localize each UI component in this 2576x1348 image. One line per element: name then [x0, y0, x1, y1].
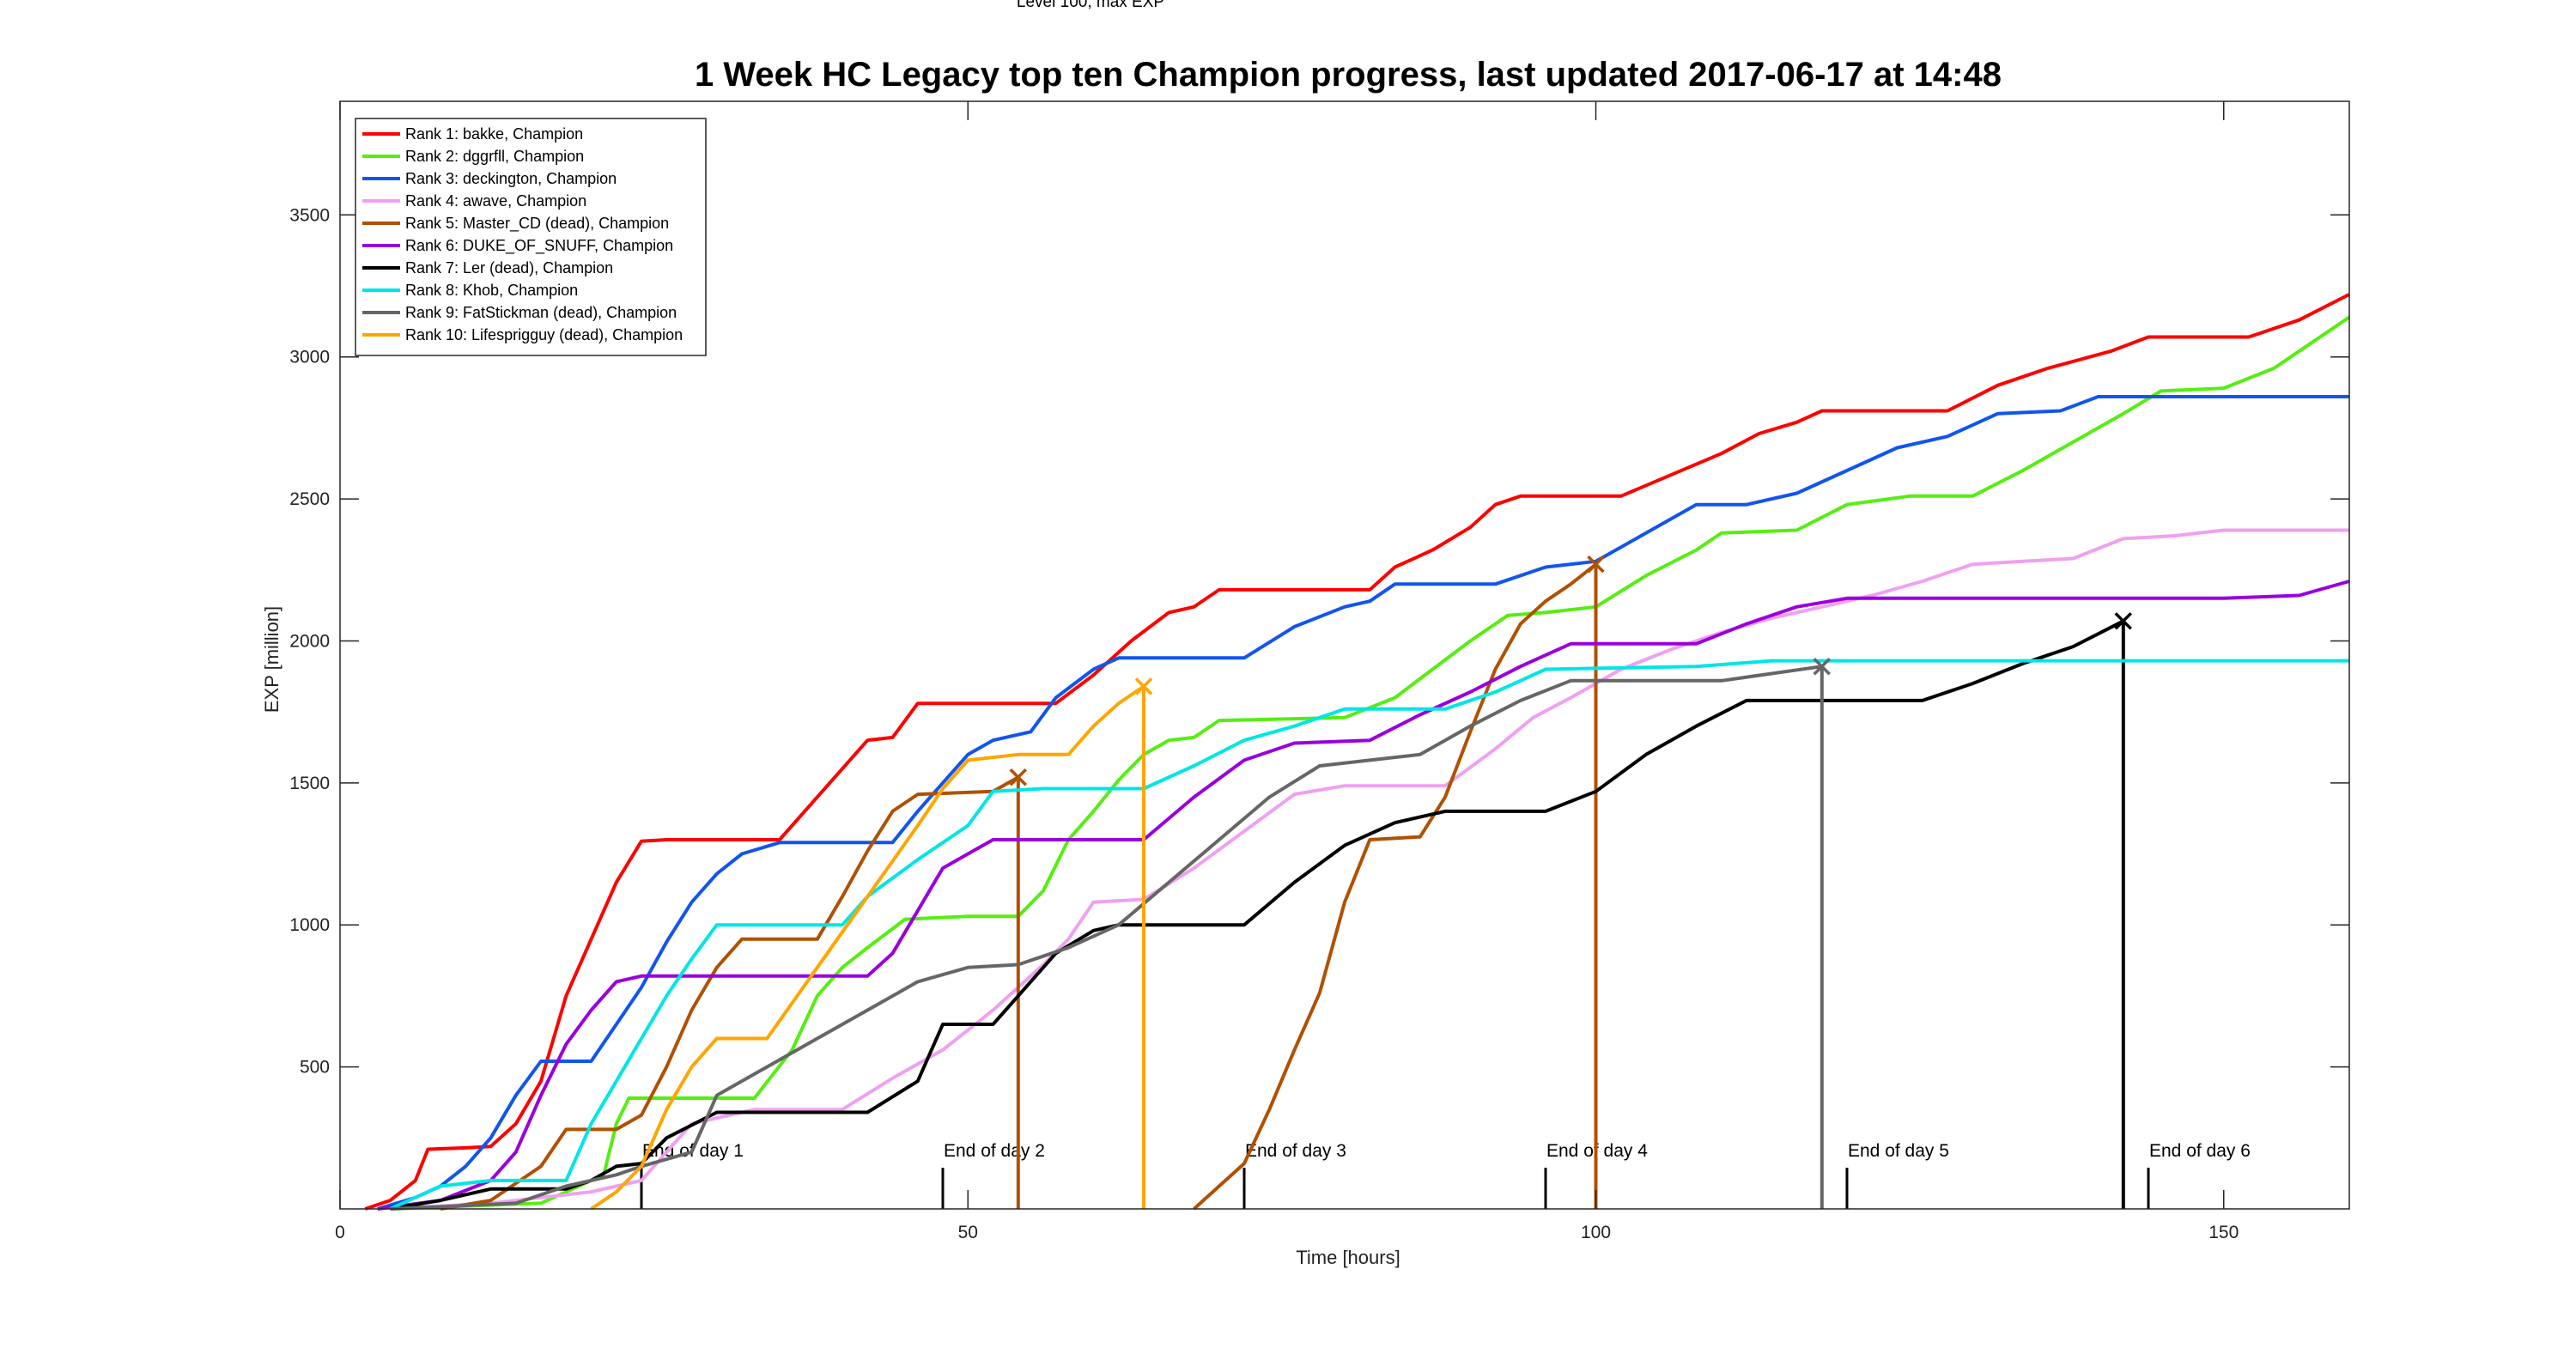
- legend-entry: Rank 7: Ler (dead), Champion: [362, 259, 613, 276]
- legend-entry: Rank 4: awave, Champion: [362, 192, 586, 209]
- legend-entry: Rank 2: dggrfll, Champion: [362, 148, 584, 165]
- y-tick-label: 2000: [289, 631, 330, 651]
- death-marker: [2114, 612, 2132, 630]
- legend-entry: Rank 6: DUKE_OF_SNUFF, Champion: [362, 237, 673, 255]
- chart-title: 1 Week HC Legacy top ten Champion progre…: [695, 56, 2002, 94]
- legend-entry: Rank 5: Master_CD (dead), Champion: [362, 215, 669, 233]
- series-line-9: [390, 665, 1824, 1211]
- y-tick-label: 2500: [289, 489, 330, 509]
- series-line-5: [440, 562, 1598, 1211]
- legend-label: Rank 7: Ler (dead), Champion: [405, 259, 613, 276]
- series-lines: [364, 293, 2351, 1211]
- series-line-2: [390, 315, 2351, 1211]
- series-line-3: [377, 395, 2349, 1211]
- y-tick-label: 3500: [289, 205, 330, 225]
- top-note: Level 100, max EXP: [1017, 0, 1164, 11]
- legend-label: Rank 5: Master_CD (dead), Champion: [405, 215, 669, 233]
- legend-label: Rank 2: dggrfll, Champion: [405, 148, 584, 165]
- legend-label: Rank 6: DUKE_OF_SNUFF, Champion: [405, 237, 673, 255]
- legend-entry: Rank 3: deckington, Champion: [362, 170, 617, 187]
- x-tick-label: 100: [1581, 1223, 1611, 1242]
- day-marker-label: End of day 5: [1848, 1141, 1949, 1161]
- legend-entry: Rank 10: Lifesprigguy (dead), Champion: [362, 326, 683, 343]
- legend-label: Rank 3: deckington, Champion: [405, 170, 617, 187]
- series-line-8: [389, 659, 2349, 1211]
- legend-entry: Rank 1: bakke, Champion: [362, 125, 583, 143]
- legend-entry: Rank 8: Khob, Champion: [362, 282, 578, 299]
- y-tick-label: 1500: [289, 774, 330, 793]
- legend-label: Rank 1: bakke, Champion: [405, 125, 583, 143]
- day-marker-label: End of day 6: [2149, 1141, 2251, 1161]
- series-line-10: [590, 684, 1145, 1211]
- legend-label: Rank 8: Khob, Champion: [405, 282, 578, 299]
- y-axis-label: EXP [million]: [261, 606, 283, 713]
- legend-label: Rank 4: awave, Champion: [405, 192, 586, 209]
- series-line-4: [390, 528, 2349, 1211]
- death-marker: [1009, 768, 1027, 786]
- axes: 0 50 100 150 500 1000 1500 2000 2500 3000 3500: [289, 100, 2350, 1242]
- legend-entry: Rank 9: FatStickman (dead), Champion: [362, 304, 677, 321]
- x-axis-label: Time [hours]: [1296, 1247, 1400, 1268]
- legend-label: Rank 10: Lifesprigguy (dead), Champion: [405, 326, 683, 343]
- day-marker-label: End of day 2: [944, 1141, 1045, 1161]
- legend-box: [355, 118, 707, 356]
- legend: Rank 1: bakke, Champion Rank 2: dggrfll, …: [355, 118, 707, 356]
- x-tick-label: 150: [2208, 1223, 2239, 1242]
- x-tick-label: 50: [958, 1223, 978, 1242]
- series-line-1: [364, 293, 2350, 1211]
- legend-label: Rank 9: FatStickman (dead), Champion: [405, 304, 677, 321]
- death-marker: [1587, 555, 1605, 574]
- x-tick-label: 0: [335, 1223, 345, 1242]
- death-marker: [1134, 677, 1153, 695]
- y-tick-label: 3000: [289, 348, 330, 367]
- y-tick-label: 1000: [289, 915, 330, 935]
- axes-box: [339, 100, 2350, 1210]
- day-markers: End of day 1 End of day 2 End of day 3 End …: [640, 1141, 2251, 1209]
- death-marker: [1813, 657, 1831, 676]
- day-marker-label: End of day 3: [1245, 1141, 1346, 1161]
- y-tick-label: 500: [300, 1058, 330, 1078]
